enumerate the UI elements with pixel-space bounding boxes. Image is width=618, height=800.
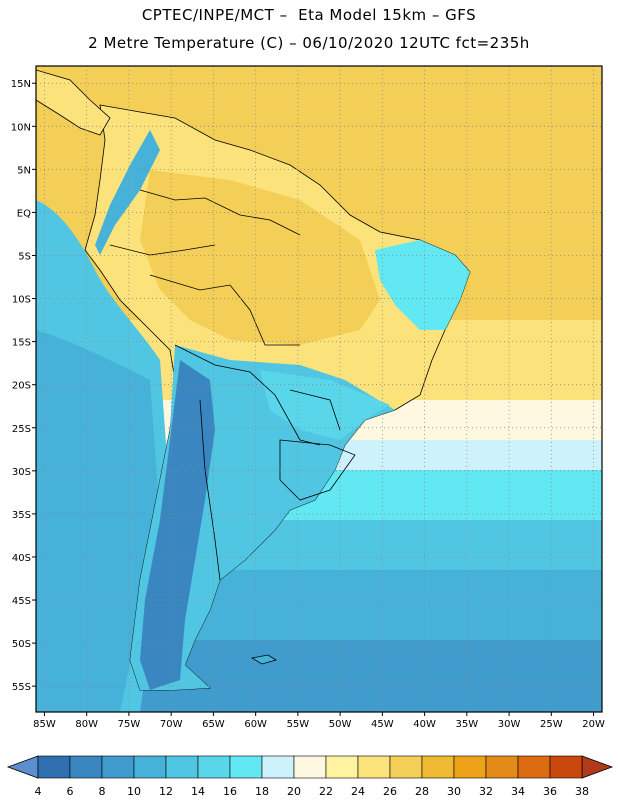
colorbar-label: 38 bbox=[575, 785, 589, 798]
lon-label: 60W bbox=[244, 719, 267, 730]
colorbar-swatch bbox=[485, 755, 519, 779]
colorbar-label: 6 bbox=[67, 785, 74, 798]
longitude-ticks: 85W 80W 75W 70W 65W 60W 55W 50W 45W 40W 35W 30W 25W 2… bbox=[33, 712, 605, 730]
lon-label: 70W bbox=[160, 719, 183, 730]
colorbar-swatch bbox=[421, 755, 455, 779]
colorbar-swatch bbox=[325, 755, 359, 779]
lon-label: 50W bbox=[329, 719, 352, 730]
lat-label: 30S bbox=[12, 467, 31, 478]
lat-label: 10S bbox=[12, 295, 31, 306]
lat-label: 25S bbox=[12, 424, 31, 435]
lat-label: EQ bbox=[17, 208, 31, 219]
colorbar-label: 26 bbox=[383, 785, 397, 798]
colorbar-swatch bbox=[293, 755, 327, 779]
lon-label: 25W bbox=[540, 719, 563, 730]
colorbar-swatch bbox=[261, 755, 295, 779]
country-borders bbox=[109, 189, 356, 581]
lat-label: 15S bbox=[12, 338, 31, 349]
lat-label: 50S bbox=[12, 639, 31, 650]
lon-label: 85W bbox=[33, 719, 56, 730]
lon-label: 40W bbox=[413, 719, 436, 730]
lon-label: 20W bbox=[582, 719, 605, 730]
colorbar-label: 34 bbox=[511, 785, 525, 798]
colorbar-swatch bbox=[389, 755, 423, 779]
lat-label: 10N bbox=[11, 122, 31, 133]
colorbar-label: 14 bbox=[191, 785, 205, 798]
latitude-ticks: 15N 10N 5N EQ 5S 10S 15S 20S 25S 30S 35S 40S 45S 50S 5… bbox=[11, 79, 36, 693]
colorbar-swatch bbox=[229, 755, 263, 779]
andes-cold-strip bbox=[95, 130, 160, 255]
lat-label: 45S bbox=[12, 596, 31, 607]
colorbar-swatch bbox=[101, 755, 135, 779]
southern-brazil-mild-region bbox=[260, 370, 390, 440]
northeast-cool-region bbox=[375, 240, 470, 330]
lon-label: 30W bbox=[498, 719, 521, 730]
title-line-1: CPTEC/INPE/MCT – Eta Model 15km – GFS bbox=[141, 6, 477, 24]
colorbar-swatch bbox=[357, 755, 391, 779]
colorbar-swatch bbox=[133, 755, 167, 779]
colorbar: 4 6 8 10 12 14 16 18 20 22 24 26 28 30 32 34 36 38 bbox=[6, 755, 614, 798]
colorbar-label: 36 bbox=[543, 785, 557, 798]
colorbar-label: 24 bbox=[351, 785, 365, 798]
colorbar-swatch bbox=[453, 755, 487, 779]
title-line-2: 2 Metre Temperature (C) – 06/10/2020 12U… bbox=[88, 34, 530, 52]
colorbar-high-arrow bbox=[581, 755, 614, 779]
colorbar-low-arrow bbox=[6, 755, 39, 779]
colorbar-label: 20 bbox=[287, 785, 301, 798]
lon-label: 65W bbox=[202, 719, 225, 730]
colorbar-label: 10 bbox=[127, 785, 141, 798]
lat-label: 35S bbox=[12, 510, 31, 521]
lon-label: 35W bbox=[456, 719, 479, 730]
lat-label: 55S bbox=[12, 682, 31, 693]
amazon-warm-region bbox=[140, 170, 380, 345]
lat-label: 40S bbox=[12, 553, 31, 564]
pacific-cooler-water bbox=[36, 330, 160, 712]
colorbar-label: 32 bbox=[479, 785, 493, 798]
colorbar-label: 12 bbox=[159, 785, 173, 798]
central-america-land bbox=[36, 69, 111, 136]
colorbar-swatch bbox=[69, 755, 103, 779]
map-frame bbox=[35, 65, 603, 713]
colorbar-label: 30 bbox=[447, 785, 461, 798]
lon-label: 55W bbox=[287, 719, 310, 730]
falklands bbox=[250, 654, 277, 665]
colorbar-label: 18 bbox=[255, 785, 269, 798]
lat-label: 5N bbox=[17, 165, 31, 176]
colorbar-label: 8 bbox=[99, 785, 106, 798]
lat-label: 5S bbox=[18, 251, 31, 262]
colorbar-swatch bbox=[197, 755, 231, 779]
colorbar-swatch bbox=[37, 755, 71, 779]
southern-cone-colder-region bbox=[140, 360, 215, 690]
colorbar-swatch bbox=[517, 755, 551, 779]
lat-label: 20S bbox=[12, 381, 31, 392]
lon-label: 80W bbox=[75, 719, 98, 730]
lat-label: 15N bbox=[11, 79, 31, 90]
lon-label: 45W bbox=[371, 719, 394, 730]
colorbar-swatch bbox=[165, 755, 199, 779]
colorbar-label: 16 bbox=[223, 785, 237, 798]
colorbar-label: 22 bbox=[319, 785, 333, 798]
colorbar-label: 4 bbox=[35, 785, 42, 798]
lon-label: 75W bbox=[118, 719, 141, 730]
colorbar-swatch bbox=[549, 755, 583, 779]
colorbar-label: 28 bbox=[415, 785, 429, 798]
